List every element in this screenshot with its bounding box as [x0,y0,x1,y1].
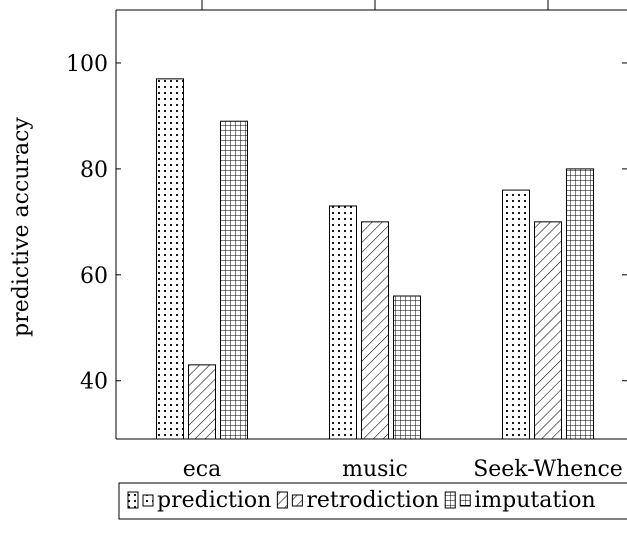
bar-prediction [329,205,357,440]
y-axis-label: predictive accuracy [9,117,34,337]
y-ticks: 40 60 80 100 [66,52,627,395]
x-tick-label: music [342,457,408,482]
legend-swatch-small-prediction [142,494,154,507]
y-tick-label: 80 [80,158,108,183]
bar-prediction [502,189,530,440]
legend-label-prediction: prediction [157,488,271,513]
x-ticks: eca music Seek-Whence [183,0,623,482]
legend-label-retrodiction: retrodiction [306,488,439,513]
legend-swatch-prediction [127,491,139,509]
bar-imputation [566,168,594,440]
legend-swatch-imputation [444,491,456,509]
bar-retrodiction [188,364,216,440]
legend-swatch-small-retrodiction [291,494,303,507]
bar-imputation [393,295,421,440]
x-tick-label: Seek-Whence [473,457,623,482]
legend: prediction retrodiction imputation [118,482,627,520]
bar-retrodiction [361,221,389,440]
bar-retrodiction [534,221,562,440]
x-tick-label: eca [183,457,221,482]
y-tick-label: 100 [66,52,108,77]
legend-swatch-retrodiction [276,491,288,509]
bar-imputation [220,120,248,440]
bar-prediction [156,78,184,440]
bars [156,78,594,440]
legend-swatch-small-imputation [459,494,471,507]
y-tick-label: 40 [80,370,108,395]
y-tick-label: 60 [80,264,108,289]
legend-box [118,482,627,520]
plot-area: 40 60 80 100 eca music Seek-Whence [66,0,627,482]
legend-label-imputation: imputation [474,488,595,513]
